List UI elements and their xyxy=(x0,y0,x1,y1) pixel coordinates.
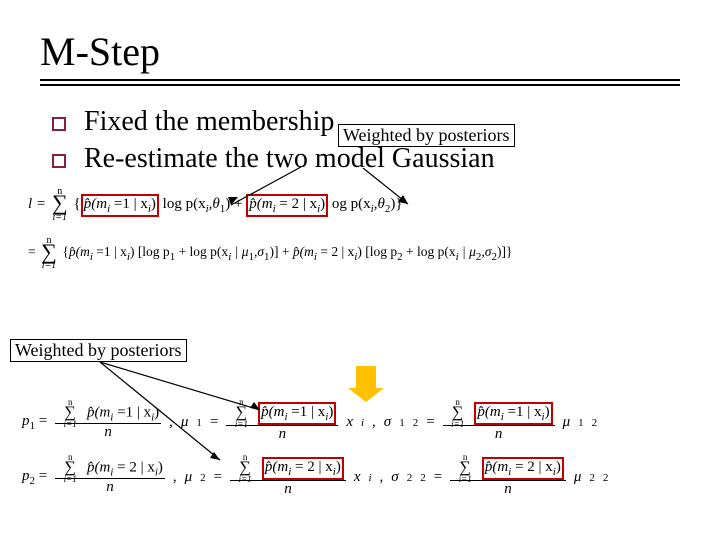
redbox-posterior-1: p̂(mi =1 | xi) xyxy=(81,194,159,217)
arrow-to-redbox-2 xyxy=(308,168,414,208)
callout-weighted-2: Weighted by posteriors xyxy=(10,339,187,362)
frac-sigma2: n∑i=1 p̂(mi = 2 | xi) n xyxy=(450,457,566,498)
slide: M-Step Fixed the membership Re-estimate … xyxy=(0,0,720,540)
title-divider xyxy=(40,79,680,86)
sum-icon: n ∑ i=1 xyxy=(39,243,59,263)
eq-l: l = xyxy=(28,196,46,212)
down-arrow-icon xyxy=(356,366,384,402)
arrow-to-results-2 xyxy=(90,362,230,470)
redbox-posterior: p̂(mi =1 | xi) xyxy=(474,402,552,425)
arrow-to-redbox-1 xyxy=(226,167,306,209)
slide-title: M-Step xyxy=(40,28,680,75)
bullet-text-1: Fixed the membership xyxy=(84,104,334,139)
frac-mu2: n∑i=1 p̂(mi = 2 | xi) n xyxy=(230,457,346,498)
bullet-marker xyxy=(52,117,66,131)
callout-weighted-1: Weighted by posteriors xyxy=(338,124,515,147)
eq-line-2: = n ∑ i=1 {p̂(mi =1 | xi) [log p1 + log … xyxy=(28,243,680,263)
bullet-marker xyxy=(52,154,66,168)
redbox-posterior: p̂(mi = 2 | xi) xyxy=(482,457,564,480)
redbox-posterior: p̂(mi = 2 | xi) xyxy=(262,457,344,480)
sum-icon: n ∑ i=1 xyxy=(50,194,70,215)
frac-sigma1: n∑i=1 p̂(mi =1 | xi) n xyxy=(443,402,555,443)
